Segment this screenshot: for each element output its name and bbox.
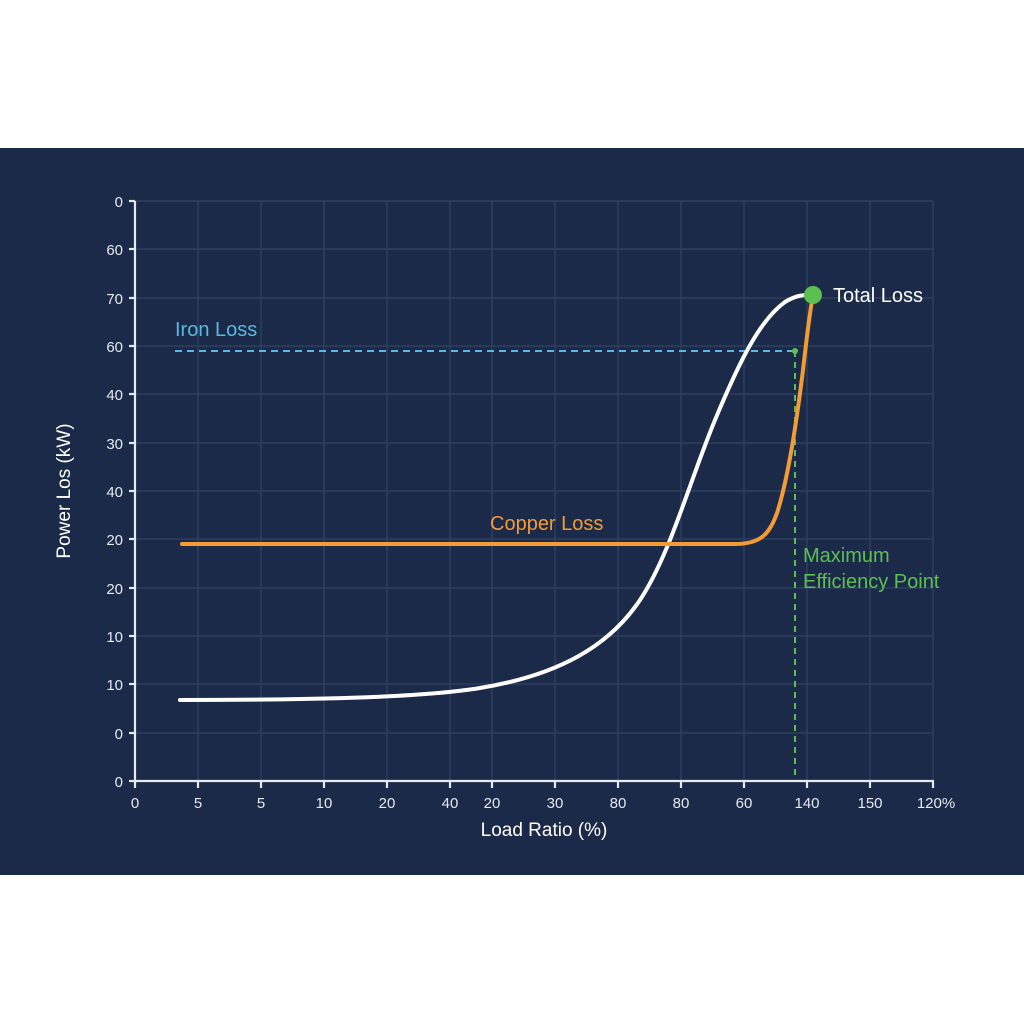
x-tick-label: 10 (316, 795, 333, 812)
y-tick-labels: 0 60 70 60 40 30 40 20 20 10 10 0 0 (106, 194, 123, 791)
x-tick-label: 120% (917, 795, 955, 812)
axes (129, 199, 935, 788)
y-tick-label: 40 (106, 387, 123, 404)
total-loss-curve (178, 292, 815, 702)
copper-loss-label: Copper Loss (490, 513, 603, 535)
gridlines (135, 200, 934, 781)
y-tick-label: 0 (115, 194, 123, 211)
y-tick-label: 20 (106, 532, 123, 549)
total-loss-label: Total Loss (833, 285, 923, 307)
y-tick-label: 0 (115, 726, 123, 743)
iron-loss-label: Iron Loss (175, 319, 257, 341)
x-tick-label: 80 (610, 795, 627, 812)
max-efficiency-label-line1: Maximum (803, 545, 890, 567)
y-tick-label: 0 (115, 774, 123, 791)
max-efficiency-label-line2: Efficiency Point (803, 571, 940, 593)
y-tick-label: 10 (106, 677, 123, 694)
x-tick-label: 0 (131, 795, 139, 812)
y-tick-label: 10 (106, 629, 123, 646)
y-tick-label: 60 (106, 339, 123, 356)
y-axis-title: Power Los (kW) (54, 423, 75, 558)
x-tick-label: 5 (257, 795, 265, 812)
x-tick-label: 5 (194, 795, 202, 812)
x-tick-label: 80 (673, 795, 690, 812)
y-tick-label: 40 (106, 484, 123, 501)
x-tick-label: 30 (547, 795, 564, 812)
copper-loss-curve (180, 293, 815, 546)
x-tick-label: 140 (794, 795, 819, 812)
chart-panel (0, 148, 1024, 875)
x-tick-label: 150 (857, 795, 882, 812)
y-tick-label: 30 (106, 436, 123, 453)
y-tick-label: 20 (106, 581, 123, 598)
max-efficiency-marker (792, 348, 798, 354)
x-tick-label: 20 (379, 795, 396, 812)
x-tick-label: 20 (484, 795, 501, 812)
x-tick-label: 60 (736, 795, 753, 812)
y-tick-label: 60 (106, 242, 123, 259)
x-tick-labels: 0 5 5 10 20 40 20 30 80 80 60 140 150 12… (131, 795, 955, 812)
total-loss-marker (804, 286, 822, 304)
y-tick-label: 70 (106, 291, 123, 308)
x-tick-label: 40 (442, 795, 459, 812)
x-axis-title: Load Ratio (%) (481, 820, 608, 841)
